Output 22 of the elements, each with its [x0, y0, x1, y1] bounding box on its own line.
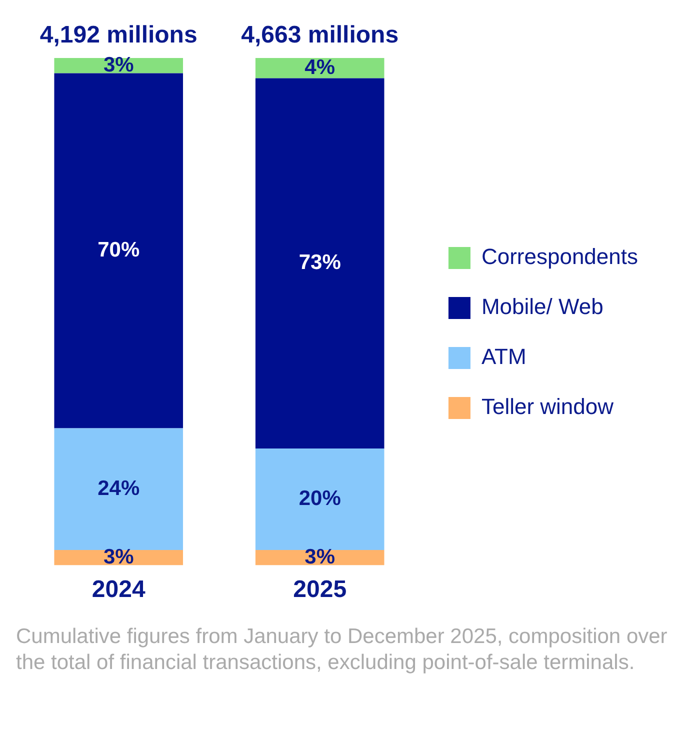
data-label: 3% [103, 545, 134, 568]
bar [255, 58, 384, 78]
data-label: 3% [103, 53, 134, 76]
data-label: 70% [98, 238, 140, 262]
text: Cumulative figures from January to December 2025, composition over the total of financial transactions, excluding point-of-sale terminals. [15, 624, 668, 676]
bar [255, 78, 384, 449]
data-label: 20% [298, 487, 342, 510]
bar [54, 73, 184, 428]
bar [255, 448, 384, 550]
data-label: 24% [98, 476, 140, 500]
legend-label: Teller window [481, 394, 614, 420]
annotation: 4,192 millions [40, 22, 198, 49]
legend-label: ATM [481, 344, 526, 370]
data-label: 4% [304, 56, 336, 79]
bar [54, 428, 184, 550]
legend-label: Correspondents [481, 244, 638, 270]
annotation: 4,663 millions [241, 22, 399, 49]
data-label: 73% [298, 251, 342, 274]
x-tick-label: 2025 [293, 576, 347, 604]
x-tick-label: 2024 [92, 576, 146, 604]
legend-label: Mobile/ Web [481, 294, 604, 320]
data-label: 3% [304, 545, 336, 568]
